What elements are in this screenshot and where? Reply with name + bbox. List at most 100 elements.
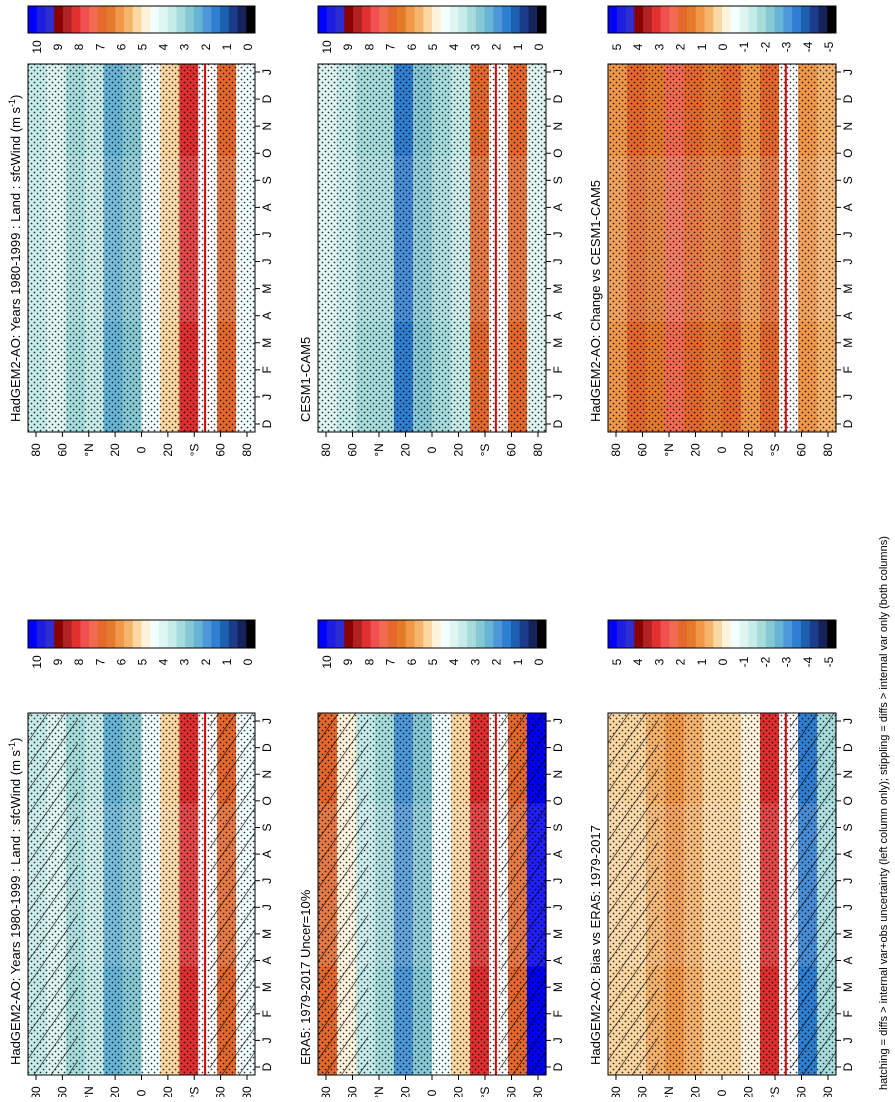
colorbar-label: 0: [241, 658, 255, 665]
hatching-north: [608, 713, 659, 1075]
colorbar-swatch: [475, 6, 486, 33]
colorbar-swatch: [739, 6, 749, 33]
colorbar-swatch: [757, 620, 767, 648]
month-tick-label: F: [551, 366, 565, 373]
month-tick-label: M: [551, 338, 565, 348]
colorbar-label: 0: [716, 43, 730, 50]
colorbar-label: 7: [384, 658, 398, 665]
colorbar-label: 4: [631, 43, 645, 50]
colorbar-frame: [317, 619, 547, 649]
lat-tick-label: 60: [505, 1086, 519, 1097]
colorbar-swatch: [237, 6, 247, 33]
colorbar-swatch: [818, 6, 828, 33]
month-tick-label: M: [841, 284, 855, 294]
lat-tick-label: 0: [715, 1089, 729, 1096]
month-tick-label: D: [260, 1062, 274, 1071]
colorbar-swatch: [396, 620, 407, 648]
lat-tick-label: 80: [319, 443, 333, 457]
colorbar-swatch: [660, 620, 670, 648]
lat-tick-label: 60: [55, 1086, 69, 1097]
colorbar-swatch: [458, 6, 468, 33]
footnote: hatching = diffs > internal var+obs unce…: [878, 536, 890, 1090]
colorbar-swatch: [54, 620, 64, 648]
colorbar-label: 1: [511, 43, 525, 50]
colorbar-swatch: [28, 620, 38, 648]
month-tick-label: J: [260, 904, 274, 910]
colorbar-swatch: [97, 620, 108, 648]
colorbar-label: 7: [384, 43, 398, 50]
colorbar-swatch: [827, 620, 837, 648]
month-tick-label: J: [551, 69, 565, 75]
month-tick-label: F: [841, 1010, 855, 1017]
lat-tick-label: 60: [346, 1086, 360, 1097]
colorbar-swatch: [686, 6, 697, 33]
colorbar-swatch: [625, 620, 635, 648]
colorbar-swatch: [89, 6, 99, 33]
month-tick-label: N: [841, 770, 855, 779]
colorbar-swatch: [335, 6, 345, 33]
month-tick-label: D: [841, 743, 855, 752]
colorbar-swatch: [432, 6, 442, 33]
lat-tick-label: 20: [742, 443, 756, 457]
month-tick-label: J: [551, 904, 565, 910]
panel-title: HadGEM2-AO: Years 1980-1999 : Land : sfc…: [7, 738, 23, 1065]
month-tick-label: D: [551, 419, 565, 428]
month-tick-label: D: [551, 94, 565, 103]
colorbar-swatch: [695, 6, 705, 33]
lat-tick-label: 60: [346, 443, 360, 457]
colorbar-swatch: [176, 6, 186, 33]
colorbar-label: -4: [801, 41, 815, 52]
colorbar-frame: [27, 5, 256, 34]
month-tick-label: M: [260, 982, 274, 992]
colorbar-swatch: [537, 620, 547, 648]
colorbar-swatch: [765, 620, 776, 648]
month-tick-label: M: [841, 929, 855, 939]
panel-title: HadGEM2-AO: Years 1980-1999 : Land : sfc…: [7, 95, 23, 422]
lat-tick-label: 60: [795, 443, 809, 457]
colorbar-swatch: [379, 6, 389, 33]
colorbar-swatch: [739, 620, 749, 648]
colorbar-swatch: [660, 6, 670, 33]
colorbar-swatch: [36, 620, 46, 648]
colorbar-swatch: [765, 6, 776, 33]
colorbar-swatch: [36, 6, 46, 33]
lat-tick-label: 20: [742, 1086, 756, 1097]
colorbar-swatch: [713, 6, 723, 33]
colorbar-swatch: [158, 6, 169, 33]
lat-tick-label: 60: [636, 1086, 650, 1097]
lat-tick-label: °S: [187, 1087, 201, 1097]
colorbar-swatch: [643, 6, 653, 33]
colorbar-label: 3: [178, 43, 192, 50]
colorbar-label: 2: [674, 658, 688, 665]
month-tick-label: O: [260, 796, 274, 805]
month-tick-label: J: [841, 878, 855, 884]
lat-tick-label: 20: [452, 1086, 466, 1097]
colorbar-swatch: [678, 620, 688, 648]
month-tick-label: A: [841, 850, 855, 858]
colorbar-swatch: [228, 620, 239, 648]
colorbar-label: 6: [405, 658, 419, 665]
colorbar-swatch: [827, 6, 837, 33]
lat-tick-label: 80: [609, 1086, 623, 1097]
hatching-south: [790, 713, 836, 1075]
lat-tick-label: 60: [636, 443, 650, 457]
colorbar-swatch: [722, 620, 732, 648]
month-tick-label: J: [551, 1037, 565, 1043]
lat-tick-label: °S: [768, 1087, 782, 1097]
month-tick-label: M: [260, 929, 274, 939]
colorbar-swatch: [405, 620, 415, 648]
colorbar-swatch: [106, 6, 116, 33]
lat-tick-label: 80: [319, 1086, 333, 1097]
colorbar-label: 8: [72, 43, 86, 50]
month-tick-label: A: [260, 312, 274, 320]
lat-tick-label: 20: [689, 1086, 703, 1097]
month-tick-label: M: [841, 338, 855, 348]
colorbar-swatch: [818, 620, 828, 648]
colorbar-label: -4: [801, 656, 815, 667]
colorbar-swatch: [783, 6, 793, 33]
colorbar-swatch: [132, 6, 142, 33]
